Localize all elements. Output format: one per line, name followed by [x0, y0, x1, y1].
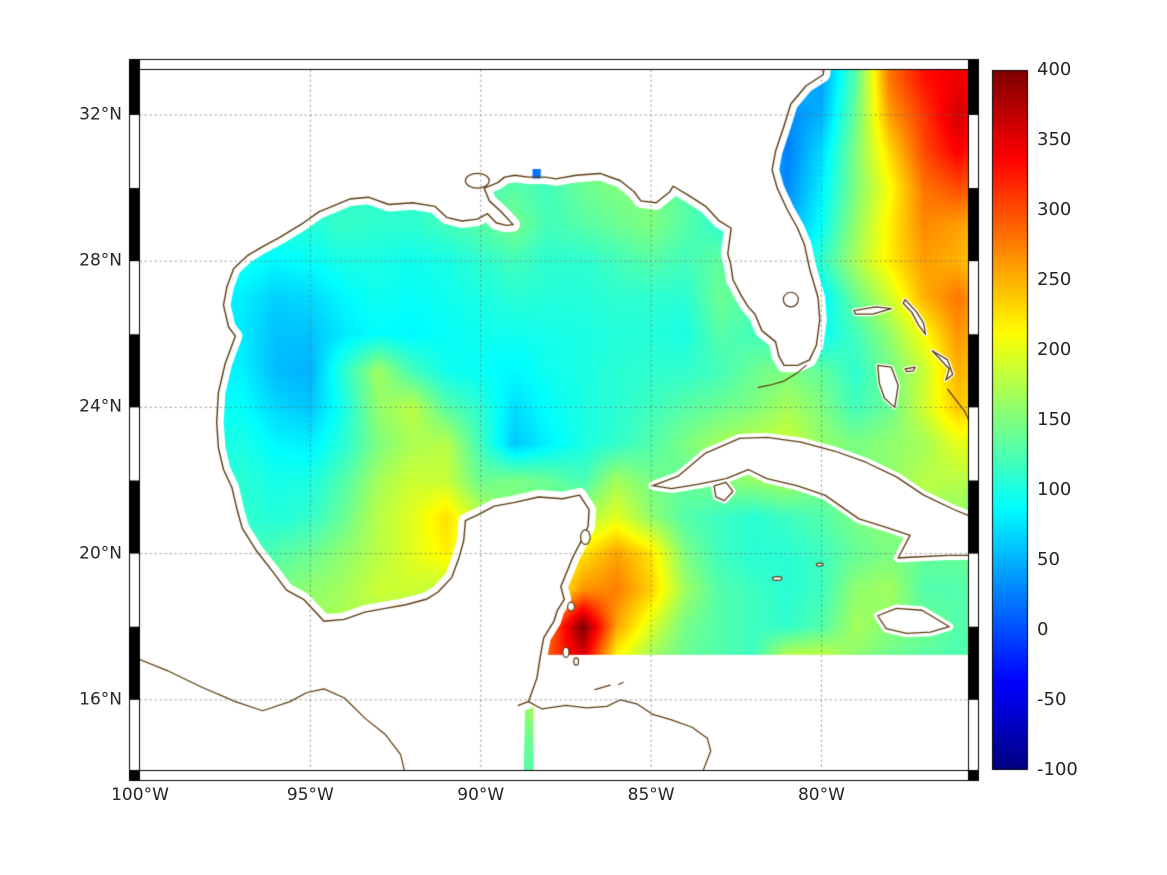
colorbar-tick-label: -50 [1037, 689, 1067, 710]
colorbar-tick-label: 200 [1037, 339, 1072, 360]
colorbar-tick-label: 400 [1037, 59, 1072, 80]
colorbar-tick-label: 150 [1037, 409, 1072, 430]
colorbar-tick-label: 350 [1037, 129, 1072, 150]
colorbar-tick-label: 0 [1037, 619, 1049, 640]
y-tick-label: 32°N [79, 104, 122, 125]
y-tick-label: 24°N [79, 396, 122, 417]
y-tick-label: 16°N [79, 689, 122, 710]
colorbar-tick-label: -100 [1037, 759, 1078, 780]
x-tick-label: 95°W [286, 785, 334, 805]
x-tick-label: 90°W [457, 785, 505, 805]
colorbar-tick-label: 250 [1037, 269, 1072, 290]
colorbar-tick-label: 300 [1037, 199, 1072, 220]
colorbar-tick-label: 50 [1037, 549, 1060, 570]
y-tick-label: 28°N [79, 250, 122, 271]
x-tick-label: 100°W [111, 785, 169, 805]
x-tick-label: 85°W [627, 785, 675, 805]
colorbar-tick-label: 100 [1037, 479, 1072, 500]
y-tick-label: 20°N [79, 543, 122, 564]
x-tick-label: 80°W [797, 785, 845, 805]
